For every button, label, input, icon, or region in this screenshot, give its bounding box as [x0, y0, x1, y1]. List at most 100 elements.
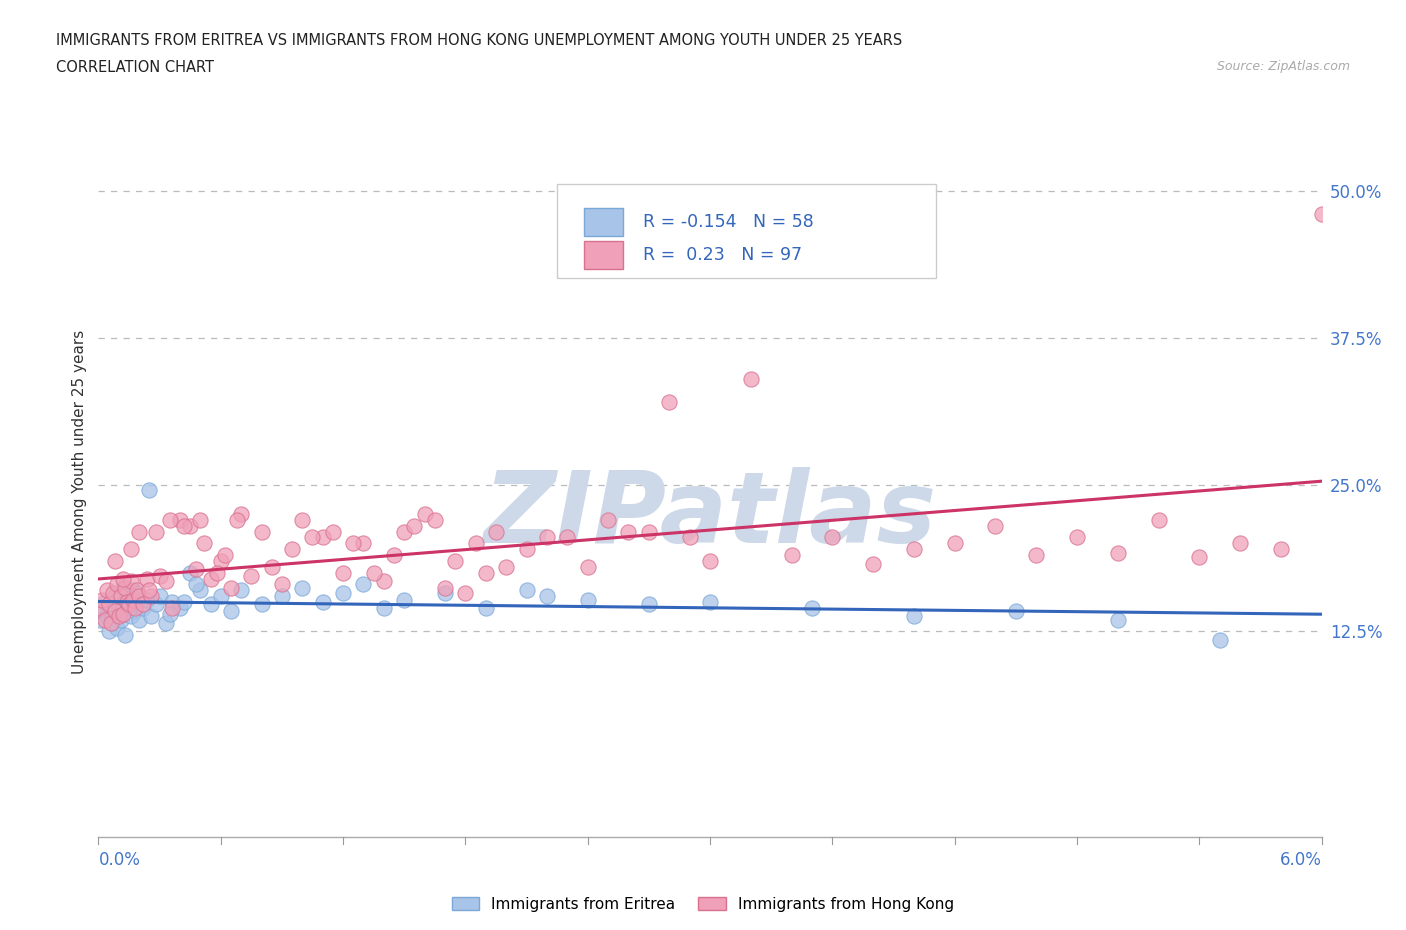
Point: [160, 601, 183, 616]
Point: [1025, 548, 1047, 563]
Point: [200, 597, 222, 612]
Point: [155, 616, 177, 631]
Point: [423, 512, 446, 527]
Point: [159, 512, 181, 527]
Text: 6.0%: 6.0%: [1279, 851, 1322, 869]
Point: [179, 518, 201, 533]
Point: [104, 589, 127, 604]
Point: [115, 594, 138, 609]
Point: [821, 530, 844, 545]
Text: IMMIGRANTS FROM ERITREA VS IMMIGRANTS FROM HONG KONG UNEMPLOYMENT AMONG YOUTH UN: IMMIGRANTS FROM ERITREA VS IMMIGRANTS FR…: [56, 33, 903, 47]
Point: [536, 589, 558, 604]
Point: [89, 601, 111, 616]
Point: [536, 530, 558, 545]
Point: [229, 583, 253, 598]
Point: [515, 583, 537, 598]
Point: [1107, 612, 1129, 627]
Point: [637, 525, 661, 539]
Point: [124, 604, 146, 618]
Point: [115, 594, 138, 609]
Point: [1066, 530, 1088, 545]
Legend: Immigrants from Eritrea, Immigrants from Hong Kong: Immigrants from Eritrea, Immigrants from…: [446, 890, 960, 918]
Point: [281, 542, 304, 557]
Point: [169, 601, 191, 616]
Point: [114, 628, 136, 643]
Point: [226, 512, 249, 527]
Point: [120, 574, 142, 589]
Point: [136, 592, 159, 607]
Point: [1004, 604, 1026, 618]
Point: [555, 530, 579, 545]
Point: [219, 604, 242, 618]
Point: [862, 557, 884, 572]
Point: [97, 597, 120, 612]
Point: [322, 525, 344, 539]
Point: [145, 597, 167, 612]
Point: [1310, 207, 1333, 222]
Point: [291, 580, 314, 595]
Point: [352, 536, 374, 551]
Point: [108, 597, 131, 612]
Point: [250, 525, 273, 539]
Point: [780, 548, 803, 563]
FancyBboxPatch shape: [583, 241, 623, 270]
Point: [97, 624, 120, 639]
Text: R =  0.23   N = 97: R = 0.23 N = 97: [643, 246, 801, 264]
Point: [617, 525, 640, 539]
Point: [110, 589, 132, 604]
Point: [576, 592, 599, 607]
Point: [943, 536, 966, 551]
Point: [127, 585, 149, 600]
Point: [91, 604, 114, 618]
Point: [128, 612, 150, 627]
Point: [124, 601, 146, 616]
Point: [100, 616, 122, 631]
Point: [270, 589, 292, 604]
Point: [373, 601, 395, 616]
Point: [291, 512, 314, 527]
Point: [214, 548, 236, 563]
Point: [91, 592, 114, 607]
Point: [149, 589, 172, 604]
Point: [433, 585, 456, 600]
Point: [105, 577, 128, 591]
Point: [342, 536, 364, 551]
Point: [110, 612, 132, 627]
Text: CORRELATION CHART: CORRELATION CHART: [56, 60, 214, 75]
Point: [474, 565, 498, 580]
Point: [801, 601, 824, 616]
Point: [311, 530, 335, 545]
Point: [173, 594, 195, 609]
Point: [145, 525, 167, 539]
Point: [122, 583, 145, 598]
Point: [332, 565, 354, 580]
Point: [219, 580, 242, 595]
Point: [1208, 632, 1230, 647]
Point: [118, 601, 141, 616]
Point: [485, 525, 508, 539]
Point: [373, 574, 395, 589]
Point: [179, 565, 201, 580]
Text: 0.0%: 0.0%: [98, 851, 141, 869]
Point: [96, 609, 118, 624]
Point: [136, 571, 159, 586]
Point: [1107, 545, 1129, 560]
Point: [122, 592, 145, 607]
Point: [1147, 512, 1170, 527]
Point: [141, 589, 163, 604]
Point: [699, 553, 721, 568]
Point: [984, 518, 1007, 533]
Point: [229, 507, 253, 522]
Point: [173, 518, 195, 533]
Point: [260, 559, 283, 574]
Point: [108, 609, 131, 624]
Point: [105, 620, 128, 635]
Point: [699, 594, 721, 609]
Point: [155, 574, 177, 589]
Point: [332, 585, 354, 600]
Point: [188, 583, 212, 598]
Point: [1270, 542, 1292, 557]
Point: [301, 530, 323, 545]
Point: [363, 565, 385, 580]
Point: [141, 609, 163, 624]
